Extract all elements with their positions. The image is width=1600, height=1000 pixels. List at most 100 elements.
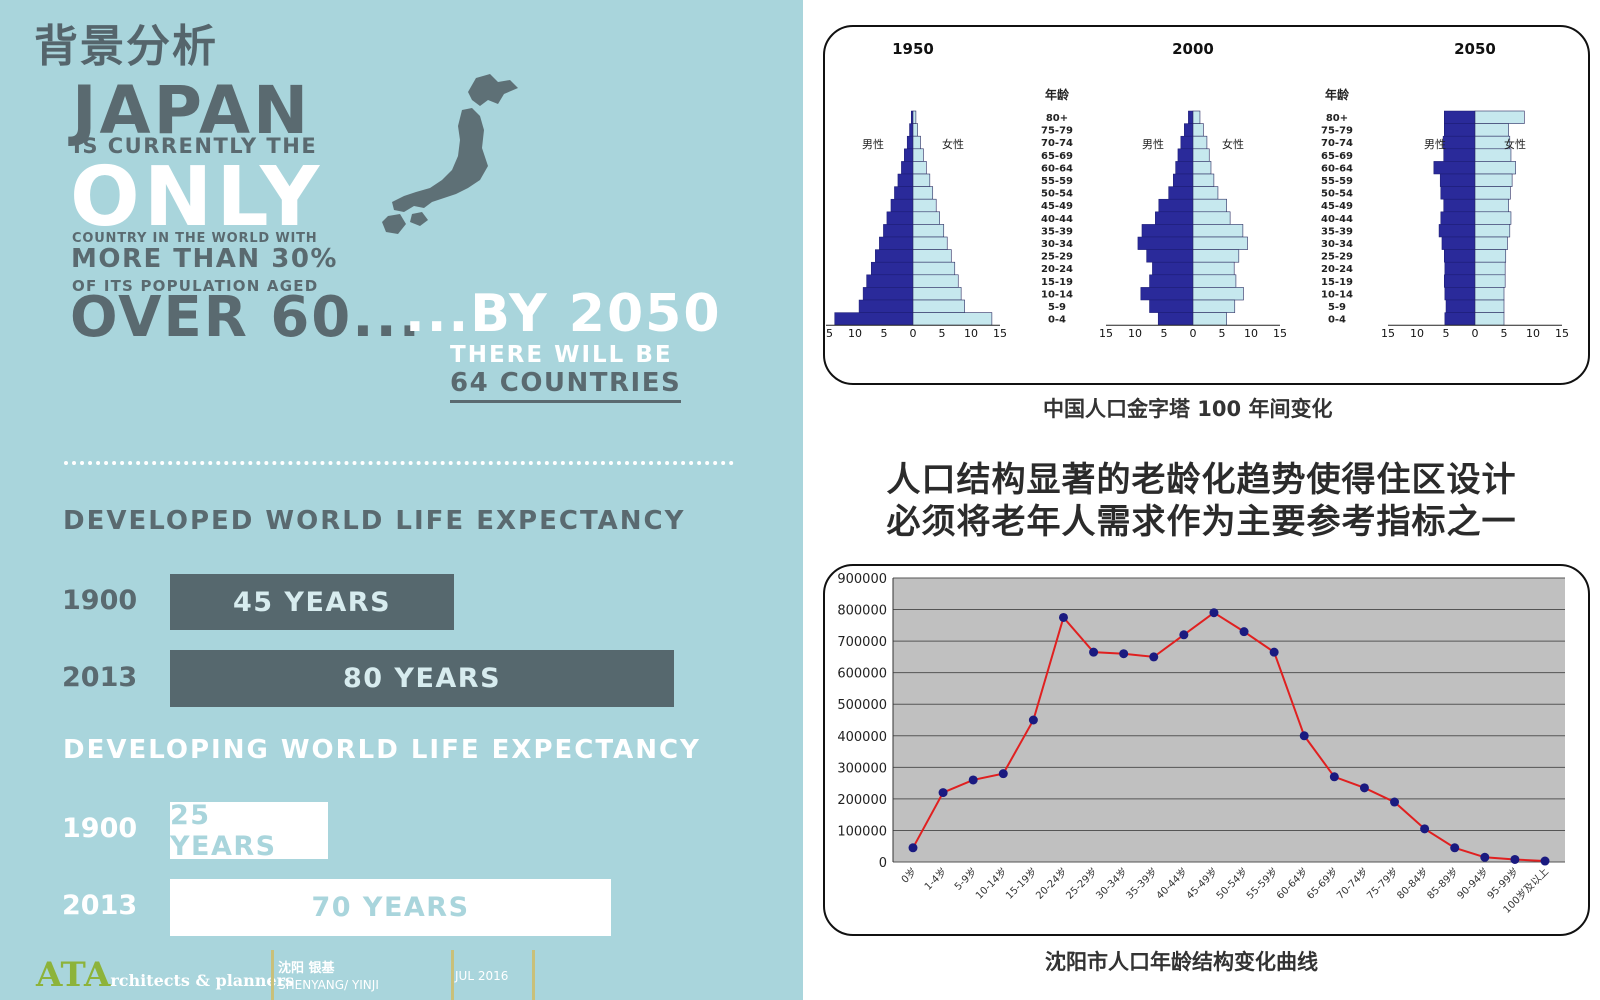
pyramid-x-tick: 10 (964, 327, 978, 340)
male-bar (875, 249, 914, 263)
data-point (1149, 652, 1159, 662)
age-axis-title: 年龄 (1045, 87, 1070, 102)
pyramid-x-tick: 10 (1128, 327, 1142, 340)
pyramid-caption: 中国人口金字塔 100 年间变化 (1043, 397, 1333, 421)
female-bar (912, 186, 934, 200)
data-point (1179, 630, 1189, 640)
developing-bar-1900-label: 25 YEARS (170, 799, 277, 862)
male-bar (1442, 135, 1476, 150)
female-bar (1192, 312, 1227, 326)
female-bar (912, 299, 965, 313)
y-tick-label: 500000 (837, 698, 887, 713)
age-tick-label: 35-39 (1041, 226, 1073, 237)
data-point (1269, 647, 1279, 657)
japan-map-icon (382, 74, 518, 234)
female-bar (1474, 211, 1512, 225)
male-bar (1177, 148, 1194, 162)
female-bar (1474, 123, 1509, 137)
male-bar (1444, 261, 1476, 276)
female-bar (1474, 110, 1525, 124)
pyramid-x-tick: 15 (993, 327, 1007, 340)
data-point (1239, 627, 1249, 637)
pyramid-x-tick: 10 (1526, 327, 1540, 340)
female-bar (1192, 261, 1235, 276)
age-tick-label: 25-29 (1041, 252, 1073, 263)
data-point (1299, 731, 1309, 741)
data-point (1329, 772, 1339, 782)
of-its-population-text: OF ITS POPULATION AGED (72, 277, 319, 295)
age-tick-label: 20-24 (1041, 264, 1073, 275)
pyramid-x-tick: 15 (825, 327, 833, 340)
pyramid-x-tick: 0 (1190, 327, 1197, 340)
x-tick-label: 1-4岁 (921, 865, 949, 893)
footer-date: JUL 2016 (455, 969, 509, 983)
male-bar (870, 261, 914, 276)
y-tick-label: 100000 (837, 824, 887, 839)
age-tick-label: 45-49 (1041, 201, 1073, 212)
age-tick-label: 10-14 (1041, 289, 1073, 300)
y-tick-label: 200000 (837, 793, 887, 808)
x-tick-label: 10-14岁 (973, 865, 1010, 902)
female-bar (912, 274, 959, 288)
female-bar (1192, 110, 1201, 124)
age-tick-label: 80+ (1046, 113, 1068, 124)
female-bar (912, 312, 993, 326)
pyramid-x-tick: 15 (1273, 327, 1287, 340)
pyramid-x-tick: 10 (1410, 327, 1424, 340)
pyramid-x-tick: 10 (848, 327, 862, 340)
age-tick-label: 55-59 (1321, 176, 1353, 187)
male-bar (1444, 312, 1476, 326)
x-tick-label: 25-29岁 (1063, 865, 1100, 902)
female-bar (1192, 186, 1219, 200)
female-bar (912, 148, 924, 162)
female-bar (1192, 135, 1208, 150)
x-tick-label: 70-74岁 (1334, 865, 1371, 902)
is-currently-text: IS CURRENTLY THE (73, 134, 318, 158)
line-chart-frame: 900000 800000 700000 600000 500000 400000 3000… (823, 564, 1590, 936)
data-point (1058, 612, 1068, 622)
age-tick-label: 70-74 (1321, 138, 1353, 149)
data-point (1510, 854, 1520, 864)
male-bar (879, 236, 914, 250)
x-tick-label: 20-24岁 (1033, 865, 1070, 902)
male-bar (1180, 135, 1194, 150)
data-point (1540, 856, 1550, 866)
female-bar (1192, 287, 1244, 301)
female-bar (1474, 186, 1511, 200)
male-bar (894, 186, 914, 200)
pyramid-year-label: 2000 (1172, 40, 1214, 58)
female-bar (1474, 173, 1513, 187)
age-tick-label: 50-54 (1321, 189, 1353, 200)
male-bar (1188, 110, 1194, 124)
pyramid-x-tick: 15 (1381, 327, 1395, 340)
line-caption: 沈阳市人口年龄结构变化曲线 (1045, 950, 1318, 974)
pyramid-x-tick: 15 (1099, 327, 1113, 340)
male-bar (1444, 249, 1476, 263)
female-label: 女性 (1222, 137, 1244, 151)
footer-city-en: SHENYANG/ YINJI (278, 978, 379, 992)
developing-year-2013: 2013 (62, 890, 138, 921)
country-text: COUNTRY IN THE WORLD WITH (72, 231, 318, 246)
male-bar (904, 148, 914, 162)
pyramid-x-tick: 15 (1555, 327, 1569, 340)
developed-year-2013: 2013 (62, 662, 138, 693)
pyramid-x-tick: 5 (939, 327, 946, 340)
population-age-line-chart: 900000 800000 700000 600000 500000 400000 3000… (837, 572, 1565, 916)
age-tick-label: 50-54 (1041, 189, 1073, 200)
data-point (1390, 797, 1400, 807)
male-bar (1149, 299, 1194, 313)
developed-title: DEVELOPED WORLD LIFE EXPECTANCY (63, 506, 686, 536)
female-bar (1192, 123, 1204, 137)
female-bar (912, 287, 962, 301)
female-bar (912, 211, 940, 225)
data-point (1420, 824, 1430, 834)
male-bar (1444, 287, 1476, 301)
developed-year-1900: 1900 (62, 585, 138, 616)
female-bar (912, 135, 921, 150)
footer-separator-2 (451, 950, 454, 1000)
male-bar (1444, 123, 1476, 137)
male-bar (1137, 236, 1194, 250)
age-tick-label: 0-4 (1328, 315, 1346, 326)
female-bar (1474, 198, 1509, 213)
y-tick-label: 400000 (837, 730, 887, 745)
